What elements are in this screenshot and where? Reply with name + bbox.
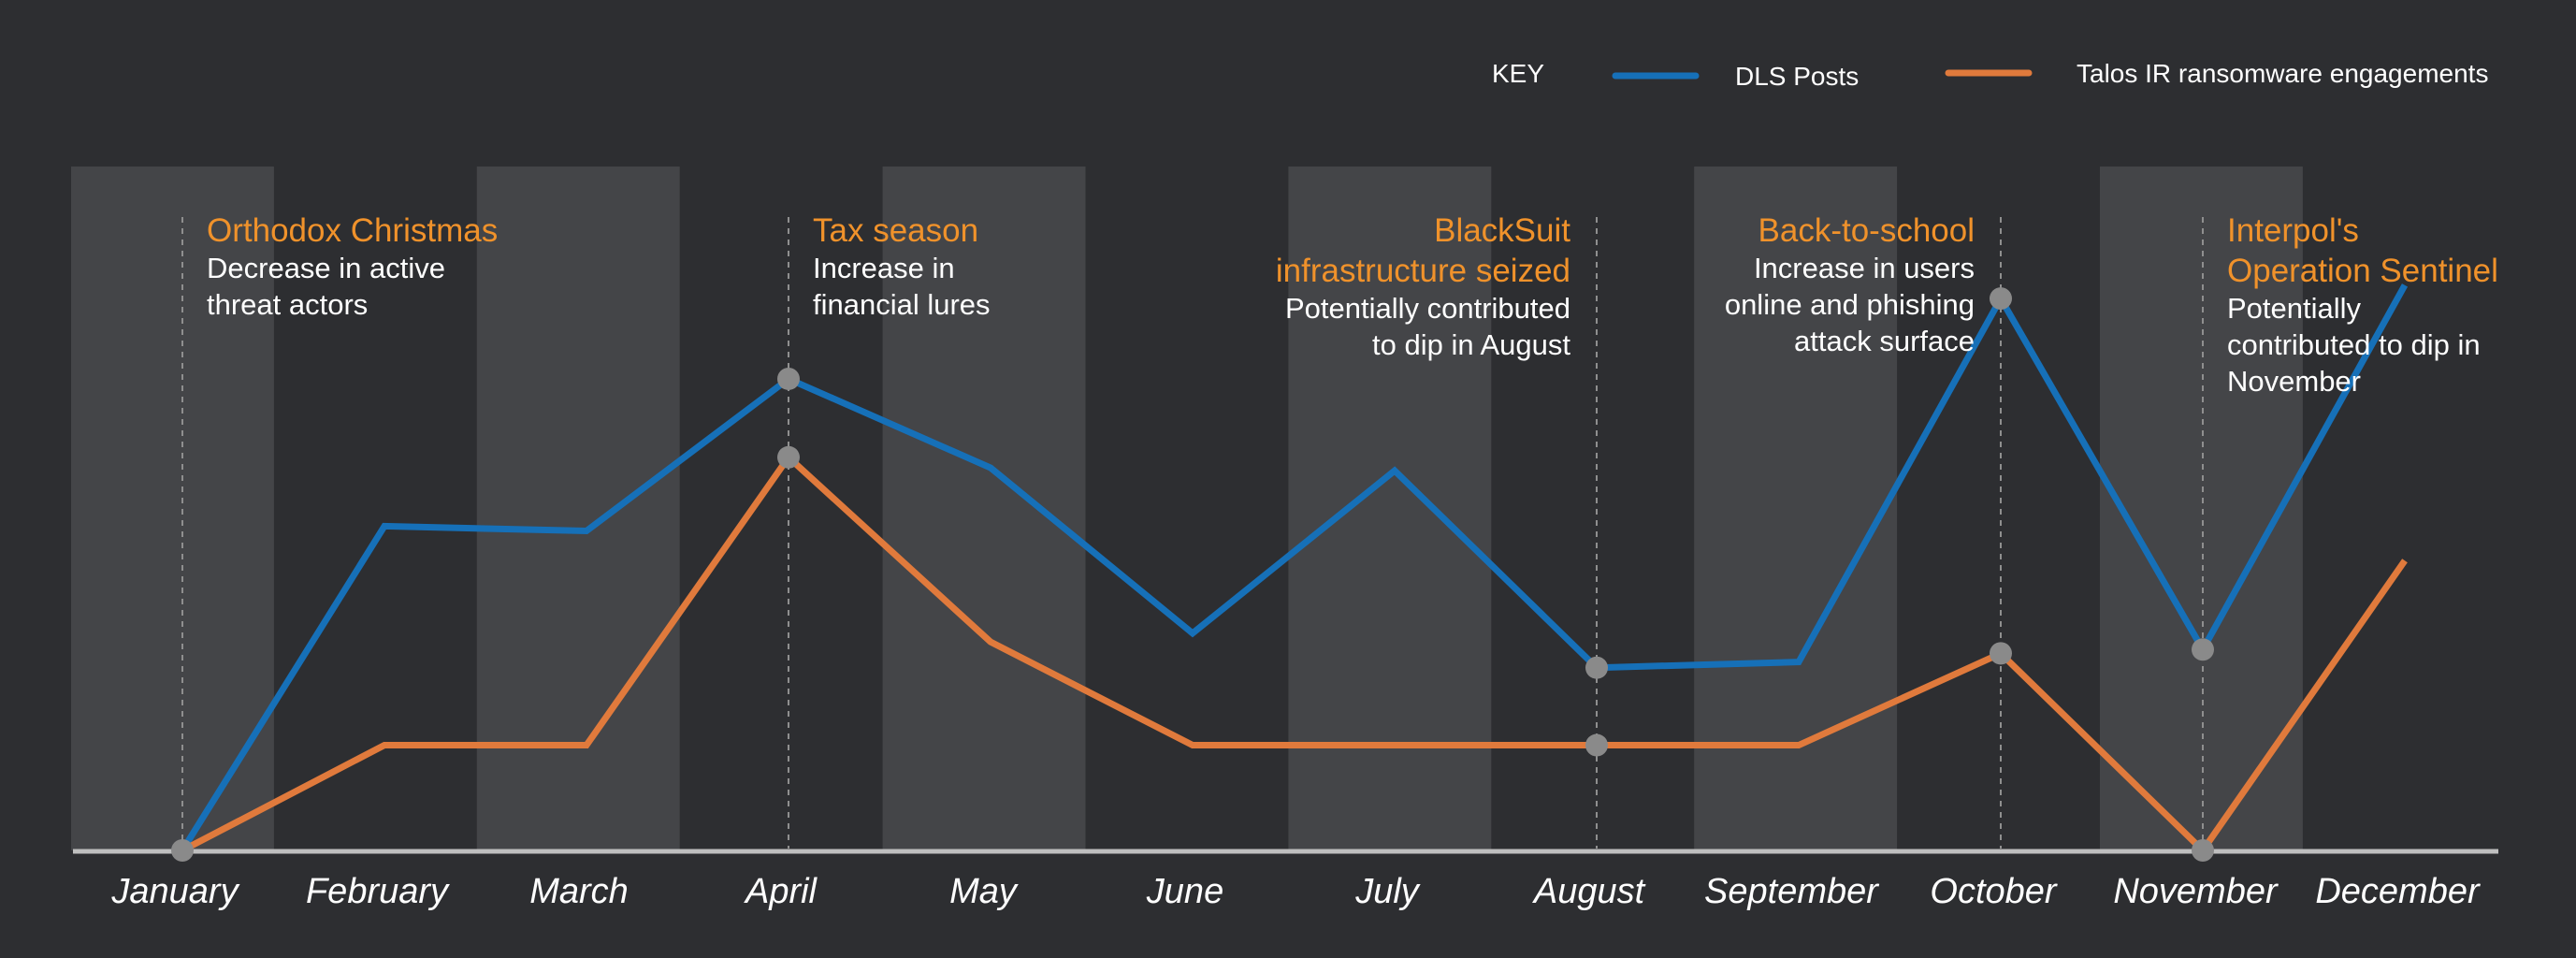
x-tick-label-january: January (110, 872, 239, 911)
series-lines (180, 283, 2409, 856)
legend-key-label: KEY (1492, 59, 1544, 88)
annotation-title: Tax season (813, 212, 978, 249)
x-tick-label-june: June (1146, 872, 1223, 911)
x-tick-label-september: September (1704, 872, 1879, 911)
x-tick-label-october: October (1930, 872, 2058, 911)
x-tick-label-december: December (2315, 872, 2481, 911)
annotation-title: Interpol's (2227, 212, 2359, 249)
annotation-title: Back-to-school (1758, 212, 1975, 249)
marker-april-dls-posts (777, 367, 800, 390)
x-tick-label-april: April (744, 872, 818, 911)
annotation-text: online and phishing (1725, 288, 1975, 321)
annotation-text: Increase in (813, 252, 955, 284)
marker-april-talos-ir-ransomware-engagements (777, 445, 800, 469)
annotation-title: Operation Sentinel (2227, 253, 2498, 289)
marker-october-talos-ir-ransomware-engagements (1990, 642, 2012, 665)
x-tick-label-august: August (1532, 872, 1646, 911)
legend-label-talos-ir: Talos IR ransomware engagements (2077, 59, 2488, 88)
legend-label-dls-posts: DLS Posts (1735, 62, 1859, 91)
legend: KEY DLS Posts Talos IR ransomware engage… (1492, 59, 2488, 91)
series-line-dls-posts (180, 283, 2409, 852)
annotation-title: Orthodox Christmas (207, 212, 498, 249)
marker-november-talos-ir-ransomware-engagements (2192, 839, 2214, 862)
annotation-text: Increase in users (1754, 252, 1975, 284)
annotation-text: Potentially contributed (1285, 292, 1570, 325)
x-tick-label-november: November (2113, 872, 2279, 911)
marker-august-talos-ir-ransomware-engagements (1585, 733, 1608, 757)
band-may (882, 167, 1086, 850)
annotation-text: financial lures (813, 288, 991, 321)
band-november (2100, 167, 2303, 850)
annotation-text: threat actors (207, 288, 368, 321)
marker-august-dls-posts (1585, 656, 1608, 679)
series-line-talos-ir-ransomware-engagements (181, 452, 2408, 856)
band-january (71, 167, 274, 850)
marker-january-dls-posts (171, 839, 194, 862)
band-september (1694, 167, 1898, 850)
x-tick-label-july: July (1354, 872, 1421, 911)
marker-november-dls-posts (2192, 638, 2214, 661)
x-axis-labels: January February March April May June July Augu… (110, 872, 2481, 911)
highlight-markers (171, 287, 2214, 862)
annotation-august: BlackSuit infrastructure seizedPotentiall… (1276, 212, 1571, 361)
annotation-text: November (2227, 365, 2361, 398)
annotation-text: attack surface (1794, 325, 1975, 357)
annotation-title: infrastructure seized (1276, 253, 1570, 289)
annotation-text: to dip in August (1372, 328, 1570, 361)
annotation-november: Interpol's Operation SentinelPotentiallyc… (2227, 212, 2498, 398)
band-july (1288, 167, 1492, 850)
annotation-title: BlackSuit (1434, 212, 1570, 249)
annotation-text: contributed to dip in (2227, 328, 2481, 361)
annotation-text: Decrease in active (207, 252, 445, 284)
month-bands (71, 167, 2303, 850)
x-tick-label-may: May (949, 872, 1019, 911)
annotation-guide-lines (181, 217, 2204, 849)
x-tick-label-march: March (529, 872, 629, 911)
annotation-text: Potentially (2227, 292, 2362, 325)
x-tick-label-february: February (306, 872, 450, 911)
band-march (476, 167, 680, 850)
marker-october-dls-posts (1990, 287, 2012, 311)
